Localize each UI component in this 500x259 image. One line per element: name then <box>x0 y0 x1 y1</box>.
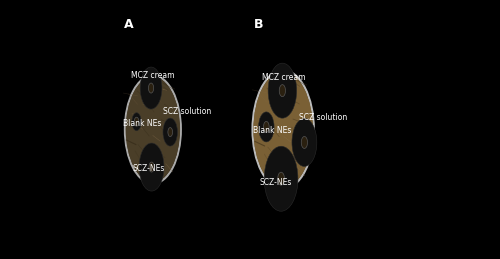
Text: MCZ cream: MCZ cream <box>132 71 175 80</box>
Ellipse shape <box>252 70 314 189</box>
Text: SCZ-NEs: SCZ-NEs <box>260 178 292 187</box>
Ellipse shape <box>140 67 162 109</box>
Ellipse shape <box>258 112 274 142</box>
Ellipse shape <box>168 128 172 136</box>
Ellipse shape <box>148 83 154 93</box>
Text: B: B <box>254 18 264 31</box>
Ellipse shape <box>149 162 154 172</box>
Ellipse shape <box>134 117 139 126</box>
Text: SCZ solution: SCZ solution <box>298 113 347 121</box>
Ellipse shape <box>126 77 180 182</box>
Text: MCZ cream: MCZ cream <box>262 73 306 82</box>
Text: A: A <box>124 18 134 31</box>
Ellipse shape <box>264 146 298 211</box>
Ellipse shape <box>268 63 296 118</box>
Ellipse shape <box>264 121 269 132</box>
Text: SCZ solution: SCZ solution <box>163 107 212 116</box>
Ellipse shape <box>254 72 313 187</box>
Ellipse shape <box>302 136 308 148</box>
Ellipse shape <box>125 75 181 184</box>
Ellipse shape <box>132 113 141 131</box>
Ellipse shape <box>280 85 285 97</box>
Ellipse shape <box>278 172 284 185</box>
Ellipse shape <box>292 118 317 167</box>
Text: SCZ-NEs: SCZ-NEs <box>133 164 166 173</box>
Text: Blank NEs: Blank NEs <box>252 126 291 135</box>
Ellipse shape <box>139 143 164 191</box>
Ellipse shape <box>163 118 178 146</box>
Text: Blank NEs: Blank NEs <box>123 119 162 128</box>
